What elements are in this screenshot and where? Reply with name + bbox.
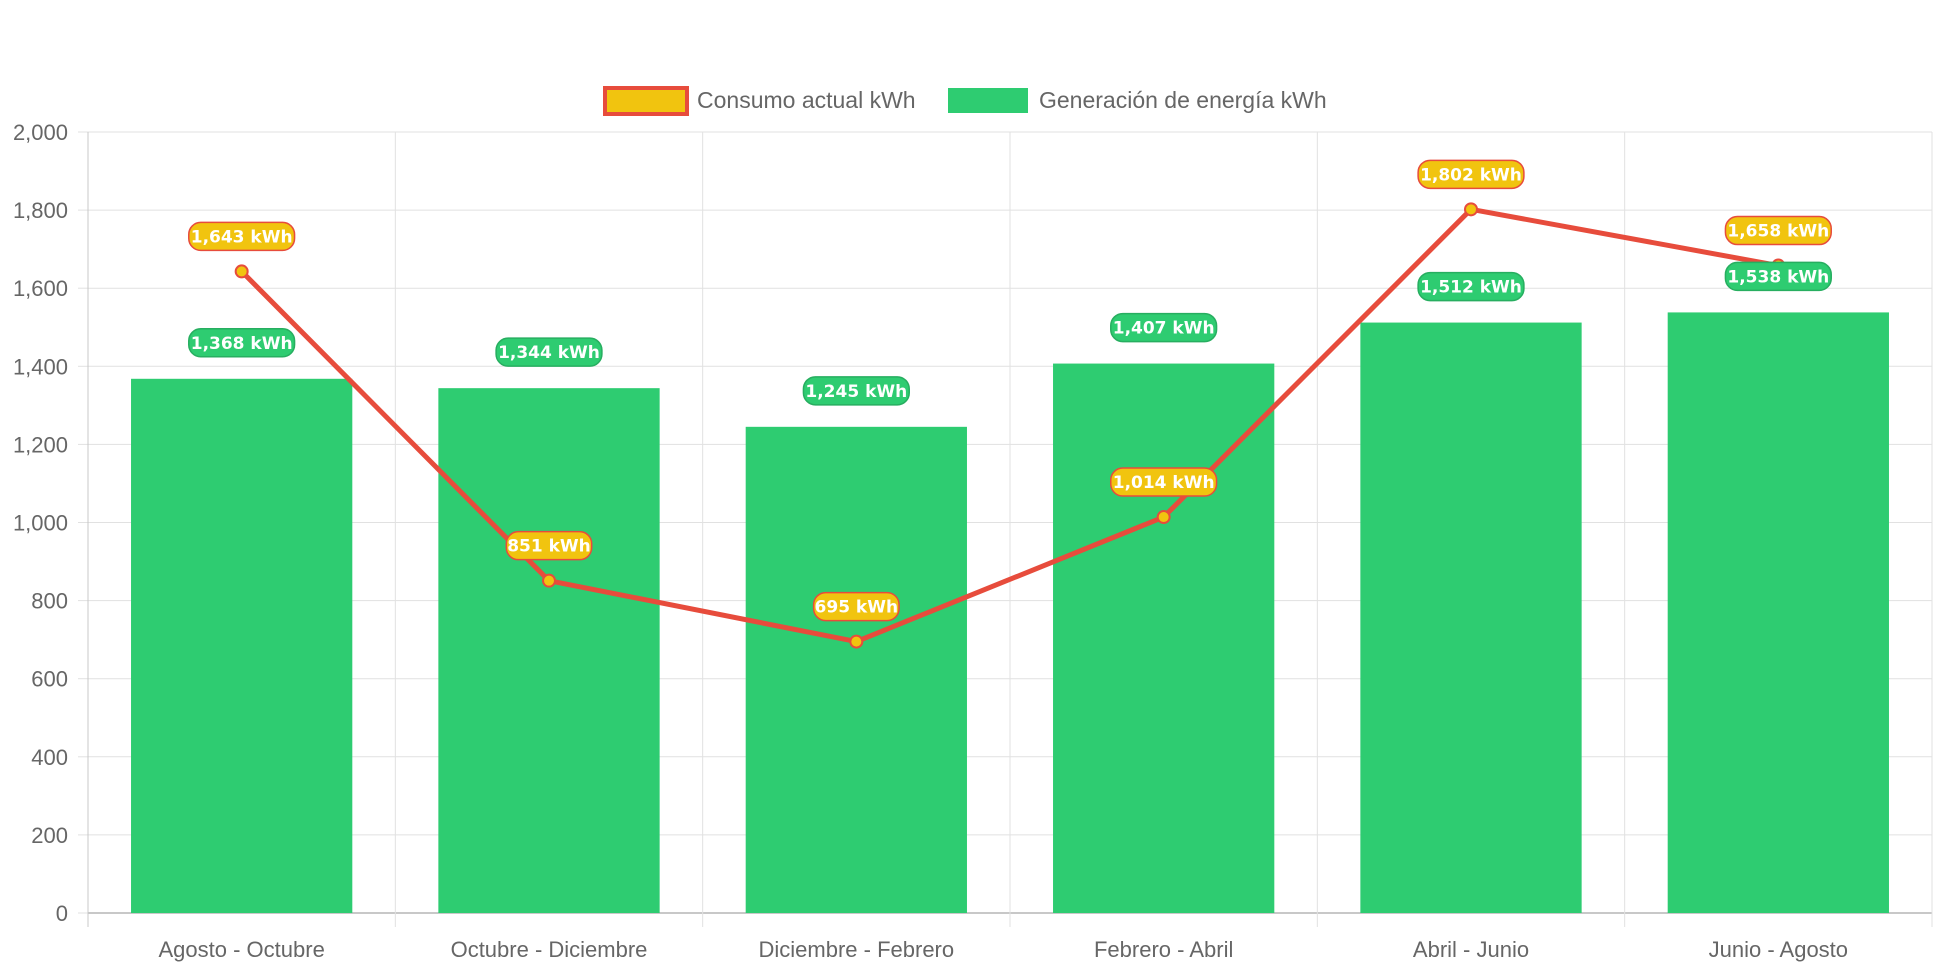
legend-label-generacion: Generación de energía kWh — [1039, 87, 1327, 113]
bar-data-label-text: 1,538 kWh — [1727, 267, 1829, 287]
line-point[interactable] — [1156, 510, 1171, 525]
y-tick-label: 1,400 — [13, 354, 68, 379]
y-tick-label: 1,800 — [13, 198, 68, 223]
x-tick-label: Junio - Agosto — [1709, 937, 1848, 962]
x-axis: Agosto - Octubre Octubre - Diciembre Dicie… — [159, 937, 1849, 962]
line-data-label: 851 kWh — [505, 530, 593, 561]
x-tick-label: Agosto - Octubre — [159, 937, 325, 962]
line-data-label-bg — [1724, 215, 1832, 246]
bar-data-label: 1,368 kWh — [188, 328, 296, 358]
data-labels: 1,368 kWh 1,344 kWh 1,245 kWh 1,407 kWh 1,51… — [188, 159, 1832, 622]
consumption-line — [239, 206, 1779, 645]
x-tick-label: Abril - Junio — [1413, 937, 1529, 962]
bar-data-label-text: 1,368 kWh — [191, 334, 293, 354]
bar-data-label-bg — [1110, 312, 1218, 343]
line-point[interactable] — [542, 573, 556, 588]
line-point[interactable] — [1464, 202, 1478, 217]
y-axis: 0 200 400 600 800 1,000 1,200 1,400 1,600 1,800 2,… — [13, 120, 68, 926]
legend: Consumo actual kWh Generación de energía… — [603, 86, 1327, 116]
y-tick-label: 2,000 — [13, 120, 68, 145]
line-data-label: 1,014 kWh — [1110, 467, 1218, 497]
bar-data-label: 1,538 kWh — [1724, 261, 1832, 292]
line-data-label-bg — [188, 221, 296, 252]
bar-data-label: 1,407 kWh — [1110, 312, 1218, 343]
y-tick-label: 400 — [31, 745, 68, 770]
line-data-label: 1,658 kWh — [1724, 215, 1832, 246]
y-tick-label: 1,600 — [13, 276, 68, 301]
x-tick-label: Febrero - Abril — [1094, 937, 1233, 962]
line-data-label: 695 kWh — [812, 591, 900, 622]
line-data-label-bg — [1417, 159, 1525, 190]
legend-label-consumo: Consumo actual kWh — [697, 87, 916, 113]
line-data-label-bg — [505, 530, 593, 561]
bar[interactable] — [745, 426, 967, 913]
bar[interactable] — [131, 378, 353, 913]
bar-data-label-bg — [495, 337, 603, 367]
bar-data-label-bg — [188, 328, 296, 358]
x-tick-label: Octubre - Diciembre — [451, 937, 648, 962]
line-data-label-text: 1,643 kWh — [191, 227, 293, 247]
line-point[interactable] — [234, 264, 249, 279]
bar-data-label-text: 1,344 kWh — [498, 343, 600, 363]
legend-swatch-consumo — [603, 86, 689, 116]
line-data-label-text: 851 kWh — [507, 537, 591, 557]
line-data-label-text: 1,014 kWh — [1113, 473, 1215, 493]
legend-swatch-generacion — [948, 88, 1028, 113]
line-data-label: 1,802 kWh — [1417, 159, 1525, 190]
bar-data-label: 1,245 kWh — [802, 376, 910, 406]
bar-data-label-bg — [1417, 271, 1525, 302]
y-tick-label: 1,200 — [13, 432, 68, 457]
bar[interactable] — [1360, 322, 1582, 914]
legend-item-generacion[interactable]: Generación de energía kWh — [948, 87, 1327, 113]
line-data-label: 1,643 kWh — [188, 221, 296, 252]
grid — [78, 131, 1933, 927]
y-tick-label: 200 — [31, 823, 68, 848]
bar-series — [131, 312, 1889, 914]
bar-data-label-text: 1,512 kWh — [1420, 278, 1522, 298]
bar[interactable] — [1053, 363, 1275, 913]
y-tick-label: 800 — [31, 589, 68, 614]
y-tick-label: 0 — [56, 901, 68, 926]
bar[interactable] — [1667, 312, 1889, 913]
line-data-label-bg — [1110, 467, 1218, 497]
bar-data-label-text: 1,407 kWh — [1113, 319, 1215, 339]
line-point[interactable] — [849, 634, 864, 649]
bar-data-label-text: 1,245 kWh — [805, 382, 907, 402]
line-data-label-text: 695 kWh — [815, 598, 899, 618]
legend-item-consumo[interactable]: Consumo actual kWh — [603, 86, 916, 116]
line-data-label-bg — [812, 591, 900, 622]
bar-data-label: 1,512 kWh — [1417, 271, 1525, 302]
bar-data-label-bg — [802, 376, 910, 406]
bar-data-label-bg — [1724, 261, 1832, 292]
y-tick-label: 1,000 — [13, 511, 68, 536]
y-tick-label: 600 — [31, 667, 68, 692]
line-data-label-text: 1,802 kWh — [1420, 165, 1522, 185]
line-data-label-text: 1,658 kWh — [1727, 222, 1829, 242]
bar-data-label: 1,344 kWh — [495, 337, 603, 367]
x-tick-label: Diciembre - Febrero — [759, 937, 955, 962]
bar[interactable] — [438, 388, 660, 914]
